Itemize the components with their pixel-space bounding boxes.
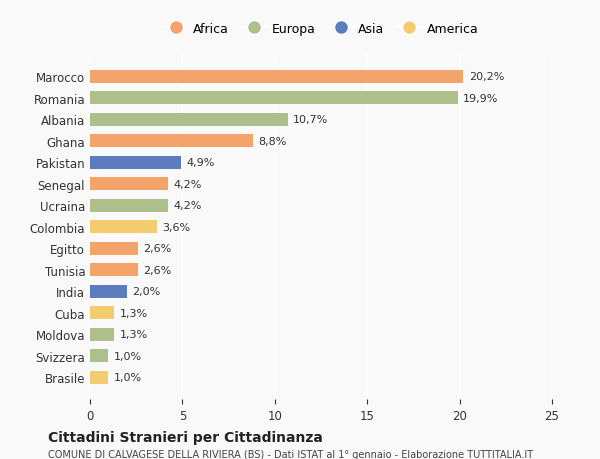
Text: 20,2%: 20,2% (469, 72, 504, 82)
Bar (90, 328, 114, 341)
Text: COMUNE DI CALVAGESE DELLA RIVIERA (BS) - Dati ISTAT al 1° gennaio - Elaborazione: COMUNE DI CALVAGESE DELLA RIVIERA (BS) -… (48, 449, 533, 459)
Text: 8,8%: 8,8% (258, 136, 287, 146)
Text: 2,6%: 2,6% (143, 265, 172, 275)
Bar (90, 263, 138, 276)
Bar (90, 307, 114, 319)
Bar (90, 135, 253, 148)
Text: 1,0%: 1,0% (114, 372, 142, 382)
Bar (90, 71, 463, 84)
Legend: Africa, Europa, Asia, America: Africa, Europa, Asia, America (157, 17, 485, 42)
Text: 2,6%: 2,6% (143, 244, 172, 254)
Text: 10,7%: 10,7% (293, 115, 329, 125)
Bar (90, 157, 181, 169)
Bar (90, 349, 109, 362)
Bar (90, 199, 167, 212)
Text: 3,6%: 3,6% (162, 222, 190, 232)
Text: 1,3%: 1,3% (119, 308, 148, 318)
Text: 4,9%: 4,9% (186, 158, 214, 168)
Bar (90, 92, 458, 105)
Bar (90, 178, 167, 191)
Text: 4,2%: 4,2% (173, 179, 202, 189)
Bar (90, 371, 109, 384)
Text: 19,9%: 19,9% (463, 94, 499, 104)
Bar (90, 285, 127, 298)
Bar (90, 221, 157, 234)
Text: 1,3%: 1,3% (119, 330, 148, 339)
Text: 2,0%: 2,0% (133, 286, 161, 297)
Bar (90, 113, 288, 127)
Bar (90, 242, 138, 255)
Text: Cittadini Stranieri per Cittadinanza: Cittadini Stranieri per Cittadinanza (48, 430, 323, 444)
Text: 1,0%: 1,0% (114, 351, 142, 361)
Text: 4,2%: 4,2% (173, 201, 202, 211)
